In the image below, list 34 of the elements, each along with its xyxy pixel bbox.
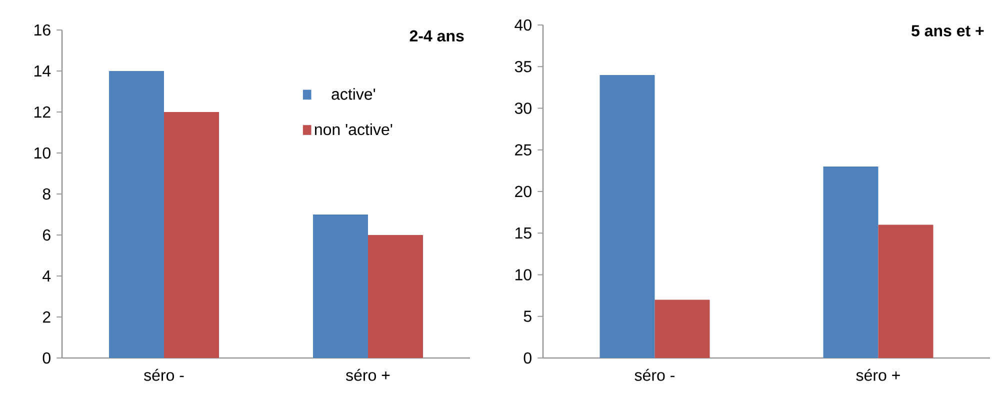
- y-tick-label: 20: [515, 186, 532, 198]
- x-tick-label: séro +: [856, 368, 900, 381]
- y-tick-label: 4: [42, 270, 51, 282]
- bar: [164, 112, 220, 358]
- chart-title: 2-4 ans: [410, 30, 464, 42]
- bar: [823, 166, 878, 358]
- y-tick-label: 35: [514, 60, 532, 72]
- y-tick-label: 25: [515, 144, 532, 156]
- x-tick-label: séro +: [346, 368, 390, 381]
- bar: [368, 234, 424, 358]
- y-tick-label: 16: [34, 24, 50, 36]
- bar: [878, 224, 934, 358]
- legend-label: active': [332, 88, 376, 100]
- y-tick-label: 10: [515, 269, 532, 280]
- y-tick-label: 2: [42, 311, 50, 323]
- bar: [313, 214, 368, 358]
- y-tick-label: 8: [42, 188, 50, 200]
- y-tick-label: 6: [43, 229, 50, 241]
- bar: [654, 300, 710, 358]
- y-tick-label: 0: [524, 352, 532, 364]
- x-tick-label: séro -: [144, 368, 184, 381]
- bar: [600, 74, 655, 358]
- y-tick-label: 5: [524, 310, 532, 322]
- y-tick-label: 30: [514, 102, 532, 114]
- y-tick-label: 10: [34, 147, 50, 159]
- y-tick-label: 12: [34, 106, 50, 118]
- x-tick-label: séro -: [634, 368, 674, 381]
- y-tick-label: 40: [514, 19, 532, 31]
- bar: [109, 70, 164, 358]
- y-tick-label: 15: [515, 228, 532, 239]
- y-tick-label: 0: [42, 352, 50, 364]
- chart-title: 5 ans et +: [912, 25, 984, 36]
- legend-label: non 'active': [315, 123, 392, 136]
- y-tick-label: 14: [34, 65, 51, 76]
